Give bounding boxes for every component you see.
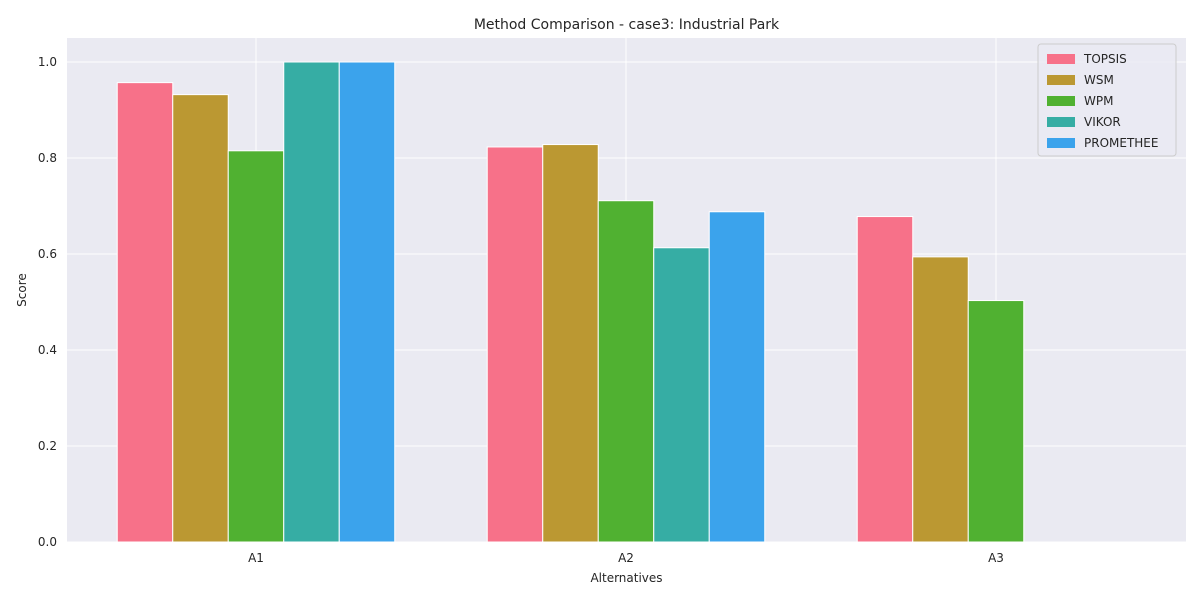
legend-swatch-promethee <box>1047 138 1075 148</box>
x-axis-label: Alternatives <box>590 571 662 585</box>
bar-vikor-a1 <box>283 61 340 543</box>
legend-swatch-wpm <box>1047 96 1075 106</box>
y-axis-label: Score <box>15 273 29 307</box>
bar-wsm-a2 <box>542 144 599 543</box>
x-tick-label: A2 <box>618 551 634 565</box>
legend-box <box>1037 43 1177 157</box>
bar-topsis-a2 <box>486 146 544 543</box>
bar-promethee-a2 <box>708 211 766 543</box>
y-tick-label: 0.4 <box>38 343 57 357</box>
legend-swatch-vikor <box>1047 117 1075 127</box>
bar-wsm-a1 <box>172 94 229 543</box>
legend-label-vikor: VIKOR <box>1084 115 1121 129</box>
x-tick-label: A1 <box>248 551 264 565</box>
bar-wpm-a3 <box>967 300 1025 543</box>
y-tick-label: 0.0 <box>38 535 57 549</box>
legend: TOPSIS WSM WPM VIKOR PROMETHEE <box>1037 43 1177 157</box>
bar-wpm-a2 <box>597 200 655 543</box>
bar-topsis-a3 <box>856 216 914 543</box>
y-tick-label: 1.0 <box>38 55 57 69</box>
bars <box>116 61 1025 543</box>
y-tick-label: 0.6 <box>38 247 57 261</box>
bar-wpm-a1 <box>227 150 285 543</box>
bar-vikor-a2 <box>653 247 710 543</box>
y-tick-label: 0.8 <box>38 151 57 165</box>
legend-label-wsm: WSM <box>1084 73 1114 87</box>
legend-label-promethee: PROMETHEE <box>1084 136 1158 150</box>
y-tick-label: 0.2 <box>38 439 57 453</box>
bar-promethee-a1 <box>338 61 396 543</box>
chart-title: Method Comparison - case3: Industrial Pa… <box>474 17 780 33</box>
x-tick-label: A3 <box>988 551 1004 565</box>
y-axis-ticks: 0.0 0.2 0.4 0.6 0.8 1.0 <box>38 55 57 549</box>
legend-label-wpm: WPM <box>1084 94 1113 108</box>
legend-label-topsis: TOPSIS <box>1083 52 1127 66</box>
legend-swatch-wsm <box>1047 75 1075 85</box>
x-axis-ticks: A1 A2 A3 <box>248 551 1004 565</box>
bar-wsm-a3 <box>912 256 969 543</box>
bar-topsis-a1 <box>116 82 174 543</box>
legend-swatch-topsis <box>1047 54 1075 64</box>
